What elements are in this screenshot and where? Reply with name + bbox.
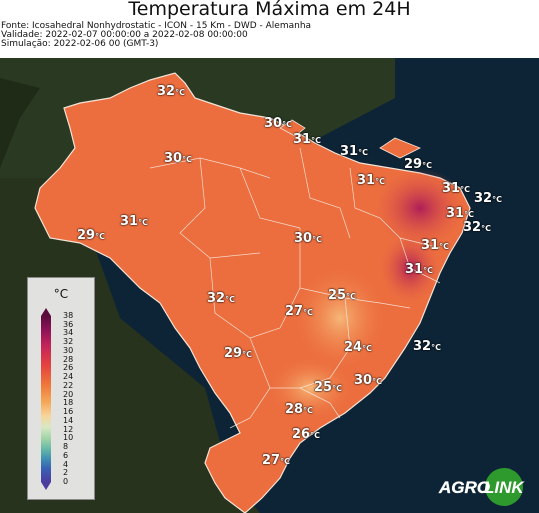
temp-label: 31°C: [405, 262, 433, 277]
legend-tick-label: 36: [63, 319, 74, 329]
legend-colorbar: [41, 316, 51, 482]
temp-label: 31°C: [357, 173, 385, 188]
legend-tick-label: 22: [63, 380, 74, 390]
temp-label: 32°C: [413, 339, 441, 354]
legend-tick-label: 28: [63, 354, 74, 364]
temp-label: 30°C: [354, 373, 382, 388]
temp-label: 32°C: [474, 191, 502, 206]
legend-tick-label: 4: [63, 459, 69, 469]
temp-label: 25°C: [314, 380, 342, 395]
legend-title: °C: [53, 287, 69, 301]
color-legend: °C 38 36 34 32 30 28 26 24 22 20 18 16 14 12 10 8 6 4 2 0: [27, 277, 95, 500]
legend-tick-label: 32: [63, 337, 74, 347]
legend-tick-label: 24: [63, 372, 74, 382]
temp-label: 32°C: [157, 84, 185, 99]
temp-label: 31°C: [120, 214, 148, 229]
temp-label: 30°C: [164, 151, 192, 166]
temp-label: 32°C: [207, 291, 235, 306]
legend-tick-label: 6: [63, 450, 69, 460]
legend-tick-label: 2: [63, 468, 69, 478]
temp-label: 32°C: [463, 220, 491, 235]
temp-label: 30°C: [294, 231, 322, 246]
legend-tick-label: 18: [63, 398, 74, 408]
page-title: Temperatura Máxima em 24H: [128, 0, 411, 20]
legend-tick-label: 16: [63, 407, 74, 417]
simulation-text: Simulação: 2022-02-06 00 (GMT-3): [1, 39, 159, 49]
state-borders: [149, 147, 441, 429]
temp-label: 25°C: [328, 288, 356, 303]
temp-label: 31°C: [442, 181, 470, 196]
logo-text-agro: AGRO: [438, 478, 490, 497]
temp-label: 31°C: [421, 238, 449, 253]
legend-tick-label: 38: [63, 311, 74, 320]
agrolink-logo: AGRO LINK: [438, 468, 525, 506]
temp-label: 26°C: [292, 427, 320, 442]
temp-label: 31°C: [293, 132, 321, 147]
legend-tick-label: 34: [63, 328, 74, 338]
warm-zone-center: [295, 268, 385, 368]
legend-arrow-bottom: [41, 482, 51, 490]
temp-label: 30°C: [264, 116, 292, 131]
legend-tick-label: 0: [63, 477, 69, 486]
temp-label: 24°C: [344, 340, 372, 355]
temp-label: 29°C: [224, 346, 252, 361]
temp-label: 27°C: [285, 304, 313, 319]
temp-label: 29°C: [77, 228, 105, 243]
temp-label: 28°C: [285, 402, 313, 417]
legend-tick-label: 8: [63, 442, 69, 452]
legend-tick-label: 20: [63, 389, 74, 399]
temp-label: 27°C: [262, 453, 290, 468]
validity-text: Validade: 2022-02-07 00:00:00 a 2022-02-…: [1, 30, 248, 40]
source-text: Fonte: Icosahedral Nonhydrostatic - ICON…: [1, 21, 312, 31]
brazil-land: [34, 72, 471, 513]
hot-spot-northeast: [375, 168, 465, 248]
legend-tick-label: 10: [63, 433, 74, 443]
legend-tick-label: 30: [63, 345, 74, 355]
legend-arrow-top: [41, 308, 51, 316]
temp-label: 31°C: [340, 144, 368, 159]
legend-tick-label: 12: [63, 424, 74, 434]
logo-circle: [485, 468, 523, 506]
temp-label: 31°C: [446, 206, 474, 221]
legend-tick-label: 26: [63, 363, 74, 373]
legend-tick-label: 14: [63, 415, 74, 425]
logo-text-link: LINK: [484, 478, 525, 497]
temp-label: 29°C: [404, 157, 432, 172]
